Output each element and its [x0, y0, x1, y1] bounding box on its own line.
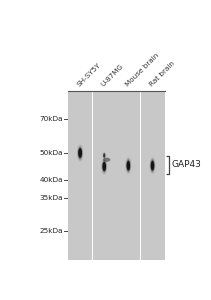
Ellipse shape	[80, 152, 81, 154]
Text: 70kDa: 70kDa	[40, 116, 63, 122]
Ellipse shape	[127, 161, 130, 170]
Ellipse shape	[126, 160, 131, 172]
Ellipse shape	[104, 154, 105, 157]
Ellipse shape	[103, 153, 106, 158]
Ellipse shape	[151, 162, 154, 169]
Text: GAP43: GAP43	[171, 160, 201, 169]
Ellipse shape	[103, 162, 106, 171]
Ellipse shape	[103, 163, 106, 170]
Ellipse shape	[102, 161, 106, 172]
Ellipse shape	[149, 157, 156, 174]
Bar	[68, 92, 92, 260]
Ellipse shape	[103, 153, 105, 158]
Ellipse shape	[101, 158, 107, 175]
Ellipse shape	[103, 164, 105, 169]
Ellipse shape	[79, 149, 81, 157]
Ellipse shape	[103, 162, 106, 171]
Text: 40kDa: 40kDa	[40, 177, 63, 183]
Text: U-87MG: U-87MG	[100, 63, 125, 88]
Ellipse shape	[126, 158, 131, 173]
Ellipse shape	[127, 162, 130, 169]
Ellipse shape	[78, 147, 83, 159]
Text: 50kDa: 50kDa	[40, 150, 63, 156]
Ellipse shape	[103, 152, 106, 159]
Ellipse shape	[152, 163, 153, 168]
Ellipse shape	[102, 160, 107, 173]
Ellipse shape	[151, 161, 154, 170]
Ellipse shape	[103, 152, 106, 159]
Ellipse shape	[151, 161, 154, 170]
Ellipse shape	[103, 158, 110, 162]
Text: Mouse brain: Mouse brain	[124, 52, 160, 88]
Ellipse shape	[150, 160, 155, 172]
Ellipse shape	[77, 144, 83, 161]
Ellipse shape	[125, 157, 131, 174]
Ellipse shape	[78, 148, 82, 158]
Ellipse shape	[79, 151, 81, 155]
Ellipse shape	[104, 154, 105, 157]
Bar	[93, 92, 140, 260]
Text: Rat brain: Rat brain	[148, 61, 176, 88]
Ellipse shape	[128, 164, 129, 167]
Ellipse shape	[78, 148, 82, 158]
Ellipse shape	[150, 158, 155, 173]
Ellipse shape	[104, 165, 105, 168]
Ellipse shape	[103, 153, 105, 158]
Ellipse shape	[127, 161, 130, 170]
Ellipse shape	[152, 164, 153, 167]
Bar	[141, 92, 165, 260]
Ellipse shape	[127, 163, 129, 168]
Text: 25kDa: 25kDa	[40, 228, 63, 234]
Text: 35kDa: 35kDa	[40, 195, 63, 201]
Ellipse shape	[77, 146, 83, 160]
Text: SH-SY5Y: SH-SY5Y	[76, 62, 102, 88]
